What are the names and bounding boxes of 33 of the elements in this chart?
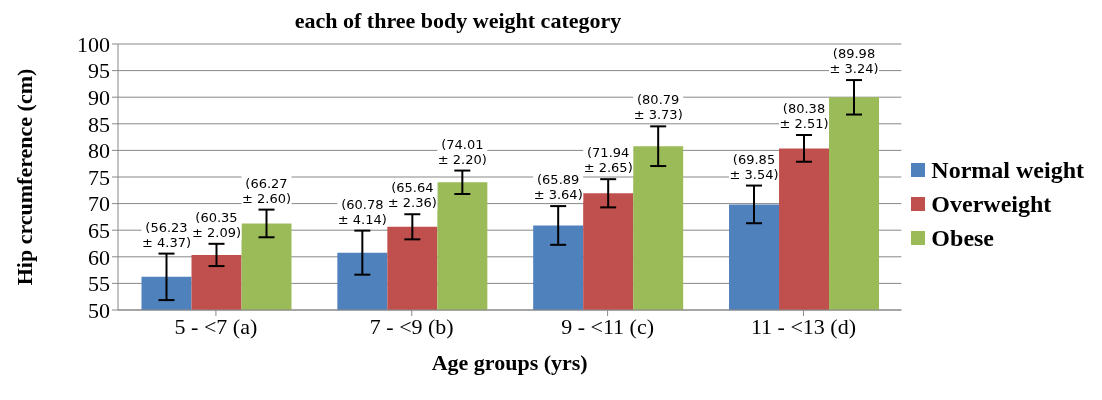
y-tick-label: 90: [88, 85, 110, 111]
y-tick-label: 95: [88, 58, 110, 84]
data-label: (56.23 ± 4.37): [141, 219, 192, 250]
legend-label: Obese: [931, 224, 995, 253]
y-tick-label: 65: [88, 218, 110, 244]
y-tick-label: 80: [88, 138, 110, 164]
x-axis-title: Age groups (yrs): [431, 350, 588, 375]
y-tick-label: 85: [88, 111, 110, 137]
data-label: (80.79 ± 3.73): [633, 92, 683, 123]
y-tick-label: 100: [77, 31, 110, 57]
data-label: (65.64 ± 2.36): [387, 180, 437, 211]
data-label: (69.85 ± 3.54): [729, 151, 779, 182]
x-tick-label: 5 - <7 (a): [174, 313, 258, 339]
legend-label: Normal weight: [931, 156, 1084, 185]
x-tick-label: 11 - <13 (d): [750, 313, 856, 339]
data-label: (60.78 ± 4.14): [337, 196, 387, 227]
data-label: (89.98 ± 3.24): [829, 46, 879, 77]
x-tick-label: 9 - <11 (c): [561, 313, 655, 339]
data-label: (80.38 ± 2.51): [779, 101, 829, 132]
y-axis-title: Hip crcumference (cm): [11, 68, 37, 286]
legend-label: Overweight: [931, 190, 1052, 219]
y-tick-label: 70: [88, 191, 110, 217]
data-label: (66.27 ± 2.60): [241, 175, 292, 206]
chart-title: each of three body weight category: [294, 8, 622, 33]
y-tick-label: 50: [88, 297, 110, 323]
x-tick-label: 7 - <9 (b): [369, 313, 454, 339]
data-label: (74.01 ± 2.20): [437, 136, 487, 167]
data-label: (65.89 ± 3.64): [533, 172, 583, 203]
data-label: (71.94 ± 2.65): [583, 145, 633, 176]
y-tick-label: 60: [88, 244, 110, 270]
data-label: (60.35 ± 2.09): [191, 209, 242, 240]
y-tick-label: 55: [88, 271, 110, 297]
y-tick-label: 75: [88, 164, 110, 190]
